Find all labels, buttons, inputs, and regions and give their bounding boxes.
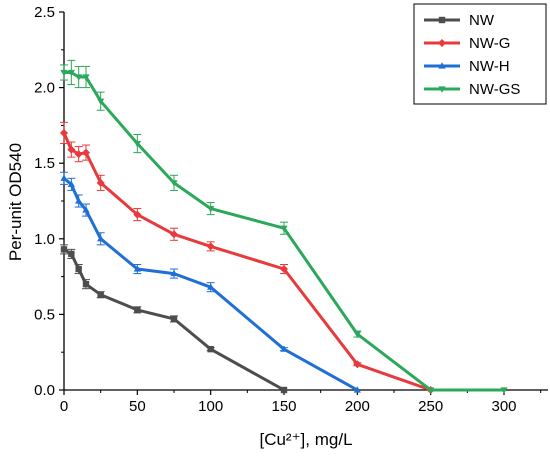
data-point: [170, 230, 178, 239]
data-point: [500, 387, 508, 394]
y-tick-label: 2.5: [34, 4, 55, 21]
series-nw-h: [60, 171, 361, 393]
data-point: [97, 291, 104, 298]
data-point: [353, 386, 361, 393]
data-point: [280, 225, 288, 233]
data-point: [353, 360, 362, 369]
data-point: [67, 180, 75, 187]
data-point: [68, 250, 75, 258]
x-axis-title: [Cu²⁺], mg/L: [259, 430, 352, 449]
data-point: [60, 69, 68, 77]
data-point: [170, 315, 178, 323]
data-point: [60, 128, 68, 137]
legend-item-nw-gs: NW-GS: [424, 81, 520, 98]
data-point: [82, 74, 90, 81]
data-point: [280, 386, 288, 394]
data-point: [133, 265, 141, 272]
y-tick-label: 1.0: [34, 231, 55, 248]
data-point: [74, 150, 83, 159]
series-nw-g: [60, 121, 435, 394]
legend-label: NW-GS: [469, 81, 520, 98]
legend-label: NW-G: [469, 35, 510, 52]
x-tick-label: 250: [418, 398, 443, 415]
y-axis-title: Per-unit OD540: [6, 143, 25, 261]
x-tick-label: 300: [491, 398, 516, 415]
y-tick-label: 0.5: [34, 306, 55, 323]
data-point: [97, 98, 105, 106]
legend-marker: [438, 39, 446, 47]
data-point: [60, 246, 68, 253]
data-point: [75, 265, 82, 273]
series-line: [63, 177, 359, 392]
data-point: [75, 197, 83, 204]
legend-item-nw: NW: [424, 12, 495, 29]
data-point: [60, 174, 68, 181]
data-point: [96, 178, 105, 187]
data-point: [133, 140, 141, 148]
legend-label: NW-H: [469, 58, 510, 75]
y-tick-label: 2.0: [34, 80, 55, 97]
data-point: [207, 205, 215, 213]
data-point: [82, 280, 90, 288]
data-point: [133, 210, 142, 219]
data-point: [170, 180, 178, 187]
legend: NW NW-G NW-H NW-GS: [413, 3, 547, 105]
data-point: [82, 148, 90, 157]
data-point: [207, 345, 214, 353]
data-point: [170, 269, 178, 277]
y-tick-label: 1.5: [34, 155, 55, 172]
x-tick-label: 150: [271, 398, 296, 415]
data-point: [207, 283, 215, 290]
series-line: [62, 132, 432, 392]
legend-marker: [438, 62, 446, 69]
axes: 0 50 100 150 200 250 300 0.0 0.5 1.0 1.5 2.0 2.5: [34, 4, 548, 415]
data-point: [206, 242, 215, 251]
data-point: [427, 387, 435, 394]
data-point: [67, 69, 75, 77]
data-point: [82, 206, 90, 213]
y-tick-label: 0.0: [34, 382, 55, 399]
data-point: [75, 74, 83, 81]
legend-item-nw-g: NW-G: [424, 35, 510, 52]
legend-marker: [438, 16, 446, 24]
data-point: [280, 265, 288, 274]
x-tick-label: 200: [345, 398, 370, 415]
x-tick-label: 100: [198, 398, 223, 415]
series-nw: [60, 244, 288, 394]
data-point: [97, 235, 105, 242]
legend-item-nw-h: NW-H: [424, 58, 510, 75]
legend-label: NW: [469, 12, 495, 29]
series-layer: [60, 59, 508, 394]
x-tick-label: 50: [129, 398, 146, 415]
series-nw-gs: [60, 59, 508, 394]
data-point: [134, 306, 141, 314]
data-point: [353, 331, 361, 338]
legend-marker: [438, 86, 446, 93]
x-tick-label: 0: [60, 398, 68, 415]
data-point: [67, 145, 76, 154]
data-point: [280, 345, 288, 352]
